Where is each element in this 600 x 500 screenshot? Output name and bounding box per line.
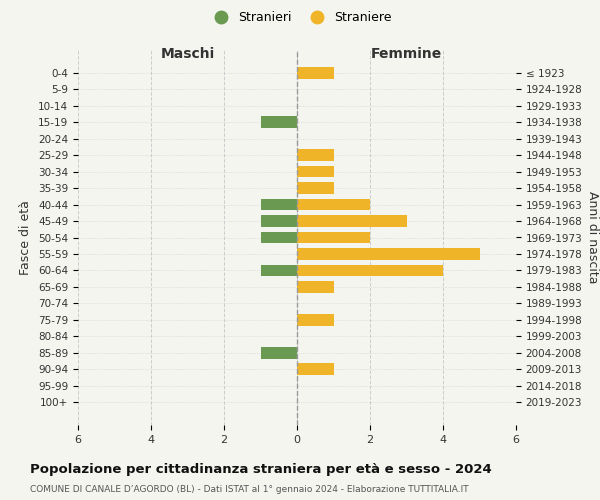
Bar [260, 347, 297, 358]
Bar [260, 216, 297, 227]
Bar [297, 182, 334, 194]
Bar [297, 264, 443, 276]
Bar [297, 166, 334, 177]
Bar [297, 281, 334, 292]
Bar [260, 232, 297, 243]
Bar [297, 248, 479, 260]
Text: Popolazione per cittadinanza straniera per età e sesso - 2024: Popolazione per cittadinanza straniera p… [30, 462, 492, 475]
Bar [297, 67, 334, 78]
Text: Femmine: Femmine [371, 48, 442, 62]
Text: COMUNE DI CANALE D’AGORDO (BL) - Dati ISTAT al 1° gennaio 2024 - Elaborazione TU: COMUNE DI CANALE D’AGORDO (BL) - Dati IS… [30, 485, 469, 494]
Bar [297, 314, 334, 326]
Bar [297, 150, 334, 161]
Bar [297, 232, 370, 243]
Bar [260, 199, 297, 210]
Bar [297, 199, 370, 210]
Bar [260, 116, 297, 128]
Y-axis label: Fasce di età: Fasce di età [19, 200, 32, 275]
Legend: Stranieri, Straniere: Stranieri, Straniere [203, 6, 397, 29]
Y-axis label: Anni di nascita: Anni di nascita [586, 191, 599, 284]
Bar [297, 216, 407, 227]
Text: Maschi: Maschi [160, 48, 215, 62]
Bar [297, 364, 334, 375]
Bar [260, 264, 297, 276]
